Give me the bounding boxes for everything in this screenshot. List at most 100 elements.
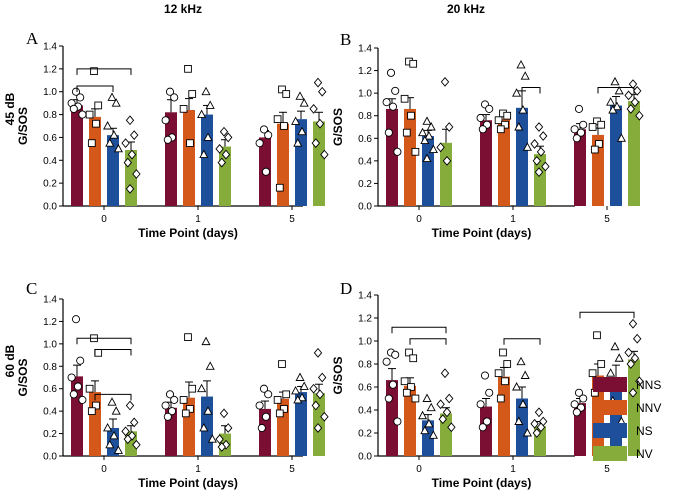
y-axis-title: G/SOS: [331, 356, 345, 394]
data-point-nnv: [188, 90, 197, 98]
data-point-ns: [606, 97, 616, 106]
data-point-nns: [71, 315, 81, 324]
data-point-ns: [291, 116, 301, 125]
bar-nv: [628, 359, 640, 456]
data-point-ns: [291, 386, 301, 395]
data-point-nns: [391, 86, 400, 95]
data-point-nnv: [282, 390, 291, 399]
data-point-ns: [614, 85, 624, 95]
data-point-nv: [313, 423, 323, 433]
y-tick-label: 0.2: [358, 179, 372, 190]
data-point-nv: [442, 155, 452, 166]
y-tick-label: 1.4: [43, 295, 57, 306]
data-point-nv: [628, 387, 638, 398]
data-point-nnv: [597, 120, 606, 129]
data-point-nv: [438, 414, 447, 425]
data-point-nns: [482, 417, 492, 426]
y-tick-label: 1.4: [43, 42, 57, 53]
data-point-ns: [111, 98, 121, 107]
x-axis-title: Time Point (days): [138, 476, 238, 490]
data-point-nnv: [179, 396, 188, 404]
y-tick-label: 0.6: [43, 133, 57, 144]
data-point-ns: [109, 130, 119, 139]
data-point-nv: [536, 146, 546, 157]
data-point-ns: [514, 122, 524, 131]
data-point-nnv: [186, 139, 194, 147]
data-point-nns: [570, 400, 579, 409]
data-point-ns: [197, 109, 207, 119]
data-point-nns: [170, 395, 179, 404]
data-point-nv: [539, 131, 548, 141]
col-title-12khz: 12 kHz: [164, 2, 202, 16]
x-tick-label: 0: [101, 214, 107, 225]
data-point-nv: [532, 155, 541, 166]
data-point-nnv: [494, 369, 503, 378]
data-point-nnv: [188, 384, 197, 393]
bar-ns: [516, 107, 528, 206]
data-point-nns: [391, 350, 400, 359]
data-point-nnv: [179, 105, 188, 113]
y-tick-label: 0.0: [43, 202, 57, 213]
bar-nns: [574, 129, 586, 206]
data-point-nv: [313, 77, 323, 88]
data-point-nns: [255, 401, 264, 410]
data-point-nnv: [92, 401, 100, 410]
data-point-nnv: [85, 384, 94, 393]
y-tick-label: 1.2: [43, 317, 57, 328]
data-point-nv: [624, 90, 633, 101]
data-point-nns: [261, 167, 271, 176]
panel-b: B 0.0 0.2 0.4 0.6 0.8 1.0 1.2 1.4 G/SOS Time Point…: [331, 30, 644, 240]
data-point-ns: [516, 59, 526, 69]
data-point-ns: [299, 98, 309, 107]
data-point-nv: [534, 407, 544, 418]
bar-nns: [386, 108, 398, 206]
data-point-nns: [393, 417, 402, 426]
data-point-nnv: [181, 409, 190, 418]
data-point-nns: [170, 93, 179, 102]
data-point-nns: [382, 98, 391, 107]
panel-letter: C: [26, 279, 37, 298]
data-point-nv: [132, 439, 141, 450]
data-point-nv: [123, 434, 132, 445]
data-point-ns: [612, 101, 622, 111]
y-tick-label: 0.6: [358, 134, 372, 145]
data-point-nns: [384, 394, 393, 403]
bar-ns: [610, 105, 622, 206]
bar-nnv: [89, 116, 101, 206]
data-point-nv: [130, 130, 139, 141]
y-tick-label: 1.0: [43, 87, 57, 98]
panel-letter: B: [340, 30, 351, 49]
data-point-ns: [299, 381, 309, 390]
data-point-ns: [418, 410, 428, 420]
significance-bracket: [76, 68, 132, 75]
y-tick-label: 0.8: [43, 362, 57, 373]
data-point-ns: [422, 153, 432, 163]
y-axis-title: G/SOS: [331, 108, 345, 146]
data-point-ns: [516, 356, 526, 366]
data-point-nv: [132, 169, 141, 179]
data-point-ns: [107, 92, 117, 101]
data-point-nv: [318, 86, 327, 97]
data-point-nns: [579, 394, 588, 403]
row-label-45db: 45 dB: [3, 92, 17, 125]
significance-bracket: [391, 326, 447, 334]
data-point-ns: [297, 126, 307, 136]
legend-label-nns: NNS: [636, 378, 661, 392]
data-point-ns: [610, 341, 620, 351]
bar-ns: [107, 135, 119, 206]
data-point-nnv: [496, 394, 505, 403]
data-point-ns: [428, 144, 438, 154]
data-point-ns: [422, 393, 432, 402]
significance-bracket: [76, 85, 114, 92]
data-point-ns: [426, 122, 436, 131]
data-point-nns: [69, 390, 78, 399]
data-point-nnv: [405, 348, 413, 357]
x-tick-label: 1: [195, 214, 201, 225]
y-tick-label: 0.4: [43, 156, 57, 167]
data-point-ns: [205, 361, 215, 370]
data-point-ns: [518, 399, 528, 408]
data-point-nns: [76, 356, 85, 365]
bar-nnv: [89, 392, 101, 456]
bar-nv: [440, 142, 452, 206]
data-point-nv: [315, 389, 325, 400]
